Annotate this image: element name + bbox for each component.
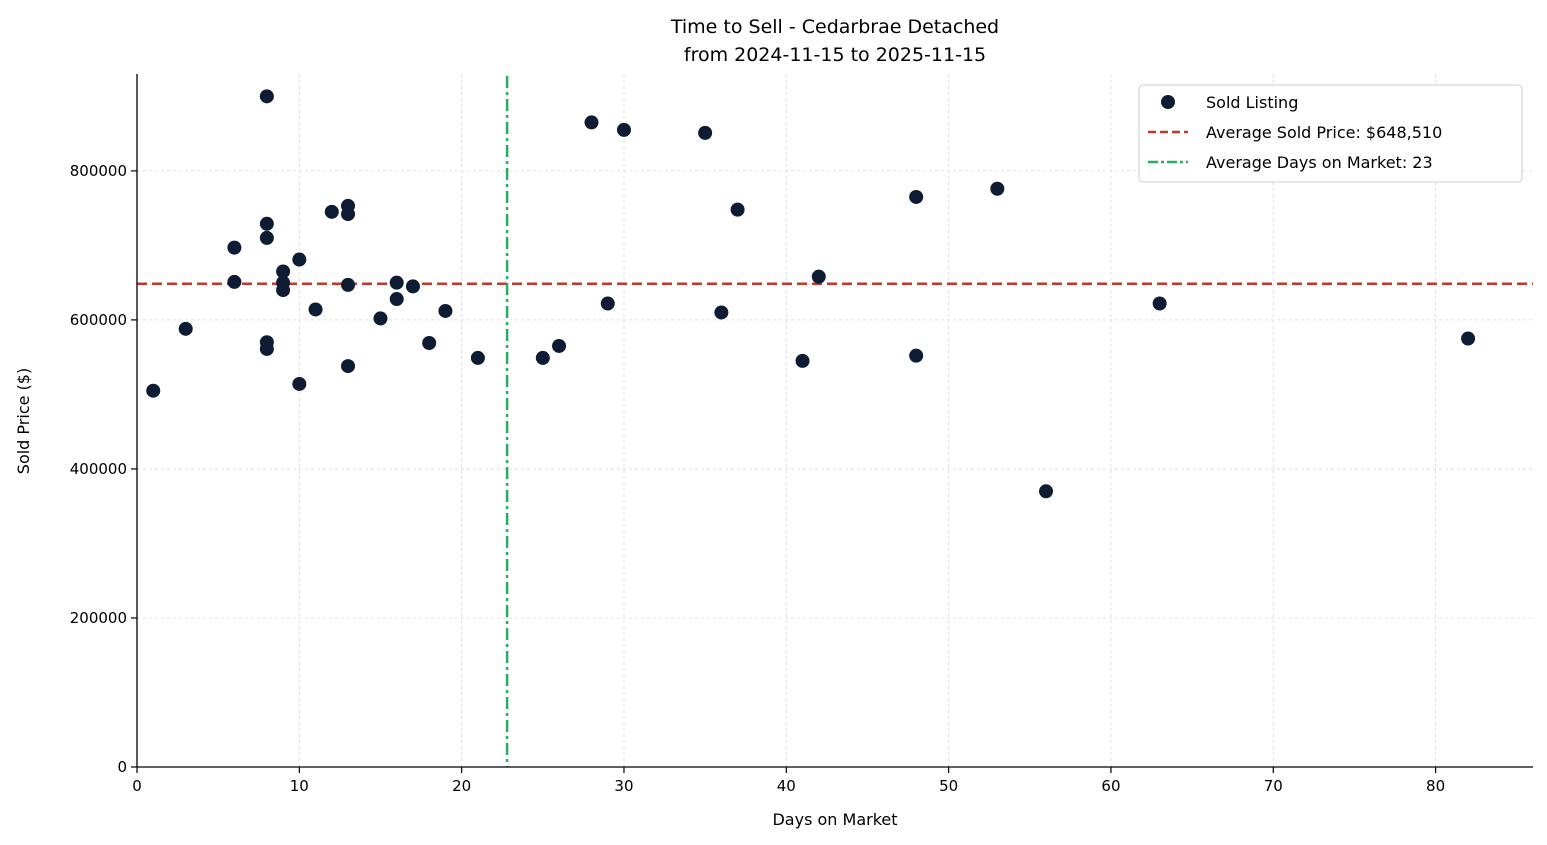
y-tick-label: 600000 [70,311,127,329]
data-point [1152,296,1167,311]
x-tick-label: 60 [1101,777,1120,795]
data-point [389,292,404,307]
data-point [341,207,356,222]
x-tick-label: 30 [614,777,633,795]
axes: 0 10 20 30 40 50 60 70 80 0 200000 400000 600000 8000… [70,74,1533,795]
data-point [373,311,388,326]
x-tick-label: 80 [1426,777,1445,795]
data-point [341,359,356,374]
data-point [795,353,810,368]
data-point [714,305,729,320]
data-point [292,376,307,391]
y-axis-label: Sold Price ($) [14,368,33,474]
data-point [600,296,615,311]
data-point [470,350,485,365]
data-point [276,283,291,298]
y-tick-label: 400000 [70,460,127,478]
data-point [259,230,274,245]
data-point [811,269,826,284]
legend-label: Average Days on Market: 23 [1206,153,1433,172]
grid [137,74,1533,767]
x-tick-label: 70 [1264,777,1283,795]
data-point [1461,331,1476,346]
data-point [405,279,420,294]
data-point [909,189,924,204]
chart-subtitle: from 2024-11-15 to 2025-11-15 [684,44,986,66]
reference-lines [137,76,1533,767]
data-point [178,321,193,336]
data-point [422,336,437,351]
x-tick-label: 20 [452,777,471,795]
data-point [389,275,404,290]
y-tick-label: 800000 [70,162,127,180]
data-point [730,202,745,217]
data-point [1039,484,1054,499]
data-point [438,303,453,318]
data-point [146,383,161,398]
legend-label: Sold Listing [1206,93,1298,112]
data-point [552,338,567,353]
data-point [259,216,274,231]
x-tick-label: 50 [939,777,958,795]
legend-label: Average Sold Price: $648,510 [1206,123,1442,142]
data-point [292,252,307,267]
data-point [227,240,242,255]
legend: Sold Listing Average Sold Price: $648,510… [1138,84,1523,183]
data-point [308,302,323,317]
chart-title: Time to Sell - Cedarbrae Detached [670,16,999,38]
data-point [909,348,924,363]
data-point [990,181,1005,196]
x-axis-label: Days on Market [772,810,897,829]
data-point [276,264,291,279]
legend-box [1138,84,1523,183]
data-point [259,89,274,104]
data-point [535,350,550,365]
y-tick-label: 200000 [70,609,127,627]
data-point [324,204,339,219]
y-tick-label: 0 [117,758,127,776]
data-point [698,125,713,140]
x-tick-label: 10 [290,777,309,795]
legend-marker [1161,95,1175,109]
data-point [341,277,356,292]
x-tick-label: 40 [777,777,796,795]
data-points [146,89,1476,499]
data-point [227,274,242,289]
data-point [259,341,274,356]
data-point [584,115,599,130]
x-tick-label: 0 [132,777,142,795]
data-point [616,122,631,137]
